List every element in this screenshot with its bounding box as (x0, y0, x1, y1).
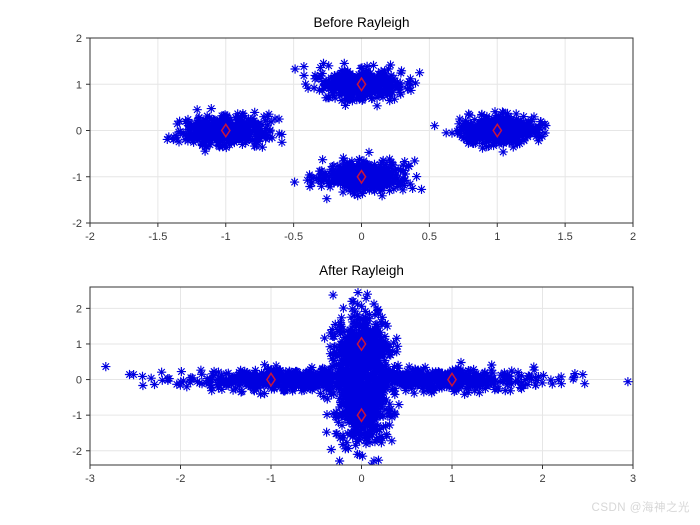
plot-title-before-rayleigh: Before Rayleigh (313, 15, 410, 30)
x-tick-label: 1 (449, 473, 455, 485)
tick-marks (86, 37, 634, 227)
axes-1: -3 -2 -1 0 1 2 3 -2 -1 0 1 2 (72, 286, 636, 485)
y-tick-label: -1 (72, 172, 82, 184)
y-tick-label: 2 (76, 33, 82, 45)
x-tick-label: 0 (358, 231, 364, 243)
x-tick-label: 0 (358, 473, 364, 485)
tick-labels: -2 -1.5 -1 -0.5 0 0.5 1 1.5 2 -2 -1 0 1 2 (72, 33, 636, 243)
x-tick-label: -0.5 (284, 231, 303, 243)
x-tick-label: 0.5 (422, 231, 437, 243)
x-tick-label: -2 (85, 231, 95, 243)
plot-title-after-rayleigh: After Rayleigh (319, 263, 404, 278)
y-tick-label: 1 (76, 79, 82, 91)
x-tick-label: -2 (176, 473, 186, 485)
x-tick-label: 1.5 (557, 231, 572, 243)
y-tick-label: -2 (72, 446, 82, 458)
x-tick-label: -1 (221, 231, 231, 243)
y-tick-label: 0 (76, 126, 82, 138)
x-tick-label: 2 (539, 473, 545, 485)
y-tick-label: -2 (72, 218, 82, 230)
x-tick-label: -1 (266, 473, 276, 485)
x-tick-label: 2 (630, 231, 636, 243)
y-tick-label: 1 (76, 339, 82, 351)
y-tick-label: -1 (72, 410, 82, 422)
tick-marks (86, 307, 634, 469)
x-tick-label: 1 (494, 231, 500, 243)
y-tick-label: 0 (76, 375, 82, 387)
x-tick-label: -3 (85, 473, 95, 485)
axes-0: -2 -1.5 -1 -0.5 0 0.5 1 1.5 2 -2 -1 0 1 2 (72, 33, 636, 243)
x-tick-label: 3 (630, 473, 636, 485)
watermark-text: CSDN @海神之光 (591, 502, 690, 514)
scatter-points (162, 58, 552, 204)
y-tick-label: 2 (76, 303, 82, 315)
tick-labels: -3 -2 -1 0 1 2 3 -2 -1 0 1 2 (72, 303, 636, 485)
x-tick-label: -1.5 (148, 231, 167, 243)
